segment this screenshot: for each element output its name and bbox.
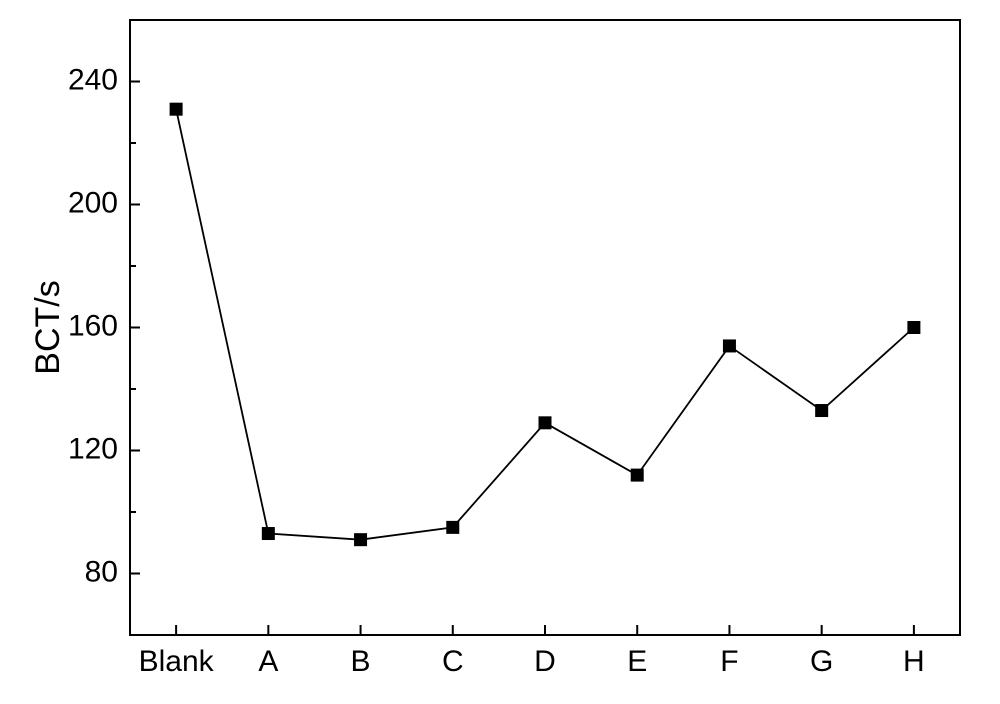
ytick-label: 240 bbox=[68, 63, 118, 96]
xtick-label: D bbox=[534, 645, 556, 678]
ytick-label: 120 bbox=[68, 432, 118, 465]
xtick-label: G bbox=[810, 645, 833, 678]
xtick-label: B bbox=[351, 645, 371, 678]
xtick-label: H bbox=[903, 645, 925, 678]
data-marker bbox=[723, 340, 735, 352]
xtick-label: E bbox=[627, 645, 647, 678]
data-marker bbox=[908, 322, 920, 334]
xtick-label: A bbox=[258, 645, 278, 678]
bct-line-chart: 80 120 160 200 240 BCT/s Blank A B C D E F G H bbox=[0, 0, 1000, 704]
xtick-label: Blank bbox=[139, 645, 215, 678]
ytick-label: 160 bbox=[68, 309, 118, 342]
data-marker bbox=[170, 103, 182, 115]
data-marker bbox=[262, 528, 274, 540]
ytick-label: 200 bbox=[68, 186, 118, 219]
y-axis-label: BCT/s bbox=[29, 280, 67, 374]
data-marker bbox=[447, 521, 459, 533]
data-marker bbox=[355, 534, 367, 546]
chart-container: 80 120 160 200 240 BCT/s Blank A B C D E F G H bbox=[0, 0, 1000, 704]
xtick-label: F bbox=[720, 645, 738, 678]
data-marker bbox=[539, 417, 551, 429]
data-marker bbox=[631, 469, 643, 481]
data-marker bbox=[816, 405, 828, 417]
xtick-label: C bbox=[442, 645, 464, 678]
ytick-label: 80 bbox=[85, 555, 118, 588]
